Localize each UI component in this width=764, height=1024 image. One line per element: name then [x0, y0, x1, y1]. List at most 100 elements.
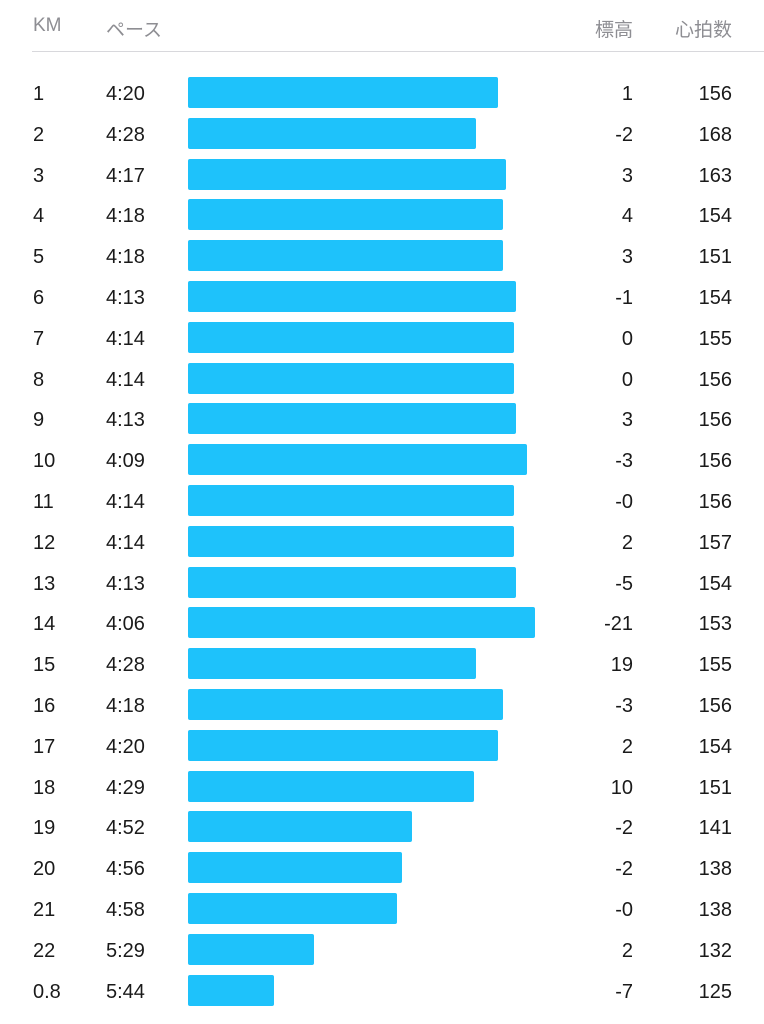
split-elevation: -7 — [615, 980, 633, 1003]
pace-bar — [188, 566, 516, 598]
split-row[interactable]: 13 4:13 -5 154 — [0, 564, 764, 605]
split-km: 1 — [33, 83, 45, 105]
split-row[interactable]: 6 4:13 -1 154 — [0, 278, 764, 319]
split-heart-rate: 151 — [698, 246, 732, 269]
split-row[interactable]: 17 4:20 2 154 — [0, 727, 764, 768]
split-elevation: 0 — [621, 327, 633, 350]
pace-bar — [188, 729, 498, 761]
splits-header: KM ペース 標高 心拍数 — [0, 0, 764, 52]
header-divider — [32, 51, 764, 52]
split-row[interactable]: 12 4:14 2 157 — [0, 523, 764, 564]
split-pace: 4:14 — [106, 327, 145, 350]
pace-bar — [188, 117, 476, 149]
column-header-elevation: 標高 — [594, 20, 633, 41]
split-heart-rate: 156 — [698, 409, 732, 432]
pace-bar — [188, 811, 412, 843]
split-pace: 4:13 — [106, 409, 145, 432]
split-row[interactable]: 7 4:14 0 155 — [0, 319, 764, 360]
split-heart-rate: 141 — [698, 817, 732, 840]
split-elevation: -3 — [615, 450, 633, 473]
split-pace: 4:17 — [106, 164, 145, 187]
split-km: 5 — [33, 246, 45, 269]
split-elevation: 2 — [621, 735, 633, 758]
split-heart-rate: 156 — [698, 490, 732, 513]
split-km: 6 — [33, 286, 45, 309]
split-pace: 5:29 — [106, 939, 145, 962]
split-elevation: 19 — [610, 654, 633, 677]
split-km: 3 — [33, 164, 45, 187]
pace-bar — [188, 525, 514, 557]
split-row[interactable]: 1 4:20 1 156 — [0, 74, 764, 115]
pace-bar — [188, 321, 514, 353]
split-elevation: -5 — [615, 572, 633, 595]
split-row[interactable]: 3 4:17 3 163 — [0, 156, 764, 197]
split-pace: 4:20 — [106, 83, 145, 105]
split-row[interactable]: 18 4:29 10 151 — [0, 768, 764, 809]
split-row[interactable]: 20 4:56 -2 138 — [0, 849, 764, 890]
split-heart-rate: 163 — [698, 164, 732, 187]
split-elevation: 0 — [621, 368, 633, 391]
split-km: 22 — [33, 939, 56, 962]
pace-bar — [188, 852, 402, 884]
pace-bar — [188, 892, 397, 924]
split-pace: 4:14 — [106, 368, 145, 391]
pace-bar — [188, 444, 527, 476]
split-elevation: -2 — [615, 123, 633, 146]
split-elevation: -1 — [615, 286, 633, 309]
split-heart-rate: 156 — [698, 450, 732, 473]
split-row[interactable]: 21 4:58 -0 138 — [0, 890, 764, 931]
split-km: 7 — [33, 327, 45, 350]
split-heart-rate: 156 — [698, 83, 732, 105]
split-row[interactable]: 0.8 5:44 -7 125 — [0, 972, 764, 1013]
split-pace: 4:58 — [106, 898, 145, 921]
split-km: 12 — [33, 531, 56, 554]
split-heart-rate: 151 — [698, 776, 732, 799]
split-heart-rate: 157 — [698, 531, 732, 554]
pace-bar — [188, 77, 498, 108]
split-elevation: -3 — [615, 694, 633, 717]
pace-bar — [188, 974, 274, 1006]
split-pace: 4:29 — [106, 776, 145, 799]
split-pace: 4:56 — [106, 858, 145, 881]
split-km: 4 — [33, 205, 45, 228]
split-heart-rate: 125 — [698, 980, 732, 1003]
split-heart-rate: 155 — [698, 327, 732, 350]
split-row[interactable]: 5 4:18 3 151 — [0, 237, 764, 278]
split-km: 2 — [33, 123, 45, 146]
split-row[interactable]: 10 4:09 -3 156 — [0, 441, 764, 482]
split-pace: 4:28 — [106, 123, 145, 146]
split-row[interactable]: 8 4:14 0 156 — [0, 360, 764, 401]
splits-list: 1 4:20 1 156 2 4:28 -2 168 3 4:17 3 163 4 4:18 4 154 5 4:… — [0, 74, 764, 1012]
pace-bar — [188, 403, 516, 435]
split-heart-rate: 156 — [698, 368, 732, 391]
split-row[interactable]: 14 4:06 -21 153 — [0, 604, 764, 645]
split-elevation: -2 — [615, 858, 633, 881]
split-row[interactable]: 19 4:52 -2 141 — [0, 808, 764, 849]
split-heart-rate: 154 — [698, 286, 732, 309]
split-row[interactable]: 22 5:29 2 132 — [0, 931, 764, 972]
split-row[interactable]: 4 4:18 4 154 — [0, 196, 764, 237]
column-header-heart-rate: 心拍数 — [674, 20, 732, 41]
split-heart-rate: 138 — [698, 898, 732, 921]
split-km: 16 — [33, 694, 56, 717]
split-row[interactable]: 9 4:13 3 156 — [0, 400, 764, 441]
split-heart-rate: 154 — [698, 735, 732, 758]
split-elevation: -0 — [615, 898, 633, 921]
split-row[interactable]: 16 4:18 -3 156 — [0, 686, 764, 727]
split-elevation: 2 — [621, 939, 633, 962]
split-pace: 4:28 — [106, 654, 145, 677]
pace-bar — [188, 240, 503, 272]
split-heart-rate: 154 — [698, 205, 732, 228]
split-pace: 4:09 — [106, 450, 145, 473]
split-row[interactable]: 11 4:14 -0 156 — [0, 482, 764, 523]
split-km: 14 — [33, 613, 56, 636]
split-km: 20 — [33, 858, 56, 881]
split-pace: 4:18 — [106, 694, 145, 717]
pace-bar — [188, 933, 314, 965]
split-pace: 4:13 — [106, 572, 145, 595]
split-km: 0.8 — [33, 980, 61, 1003]
split-row[interactable]: 15 4:28 19 155 — [0, 645, 764, 686]
split-elevation: 1 — [621, 83, 633, 105]
split-pace: 4:06 — [106, 613, 145, 636]
split-row[interactable]: 2 4:28 -2 168 — [0, 115, 764, 156]
